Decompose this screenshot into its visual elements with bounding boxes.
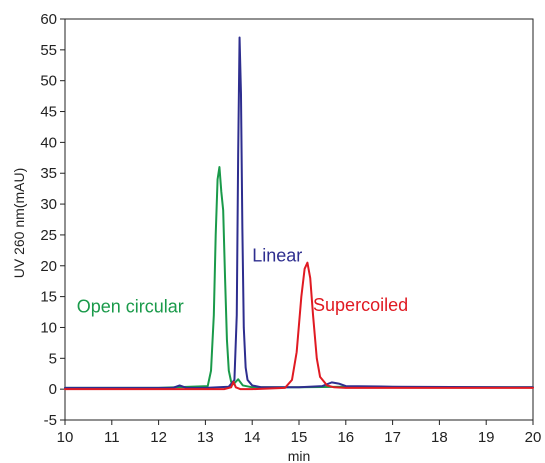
y-tick-label: 10 [40,319,57,336]
plot-frame [64,18,534,421]
x-tick-label: 11 [104,429,120,446]
y-tick-label: 5 [49,350,57,367]
plot-area [64,18,534,421]
y-tick-label: 40 [40,134,57,151]
y-axis-ticks: -5 0 5 10 15 20 25 30 35 40 45 50 55 60 [40,11,65,429]
x-axis-title: min [288,448,311,463]
x-tick-label: 14 [244,429,261,446]
y-tick-label: 35 [40,165,57,182]
x-tick-label: 16 [337,429,354,446]
series-line-open-circular [64,166,534,389]
y-tick-label: 0 [49,381,57,398]
x-tick-label: 17 [384,429,401,446]
y-tick-label: 20 [40,258,57,275]
x-tick-label: 15 [291,429,308,446]
x-tick-label: 13 [197,429,214,446]
y-tick-label: 60 [40,11,57,28]
x-tick-label: 18 [431,429,448,446]
y-axis-title: UV 260 nm(mAU) [11,168,27,278]
y-tick-label: 45 [40,104,57,121]
y-tick-label: 25 [40,227,57,244]
series-layer [64,36,534,391]
y-tick-label: 30 [40,196,57,213]
y-tick-label: 55 [40,42,57,59]
y-tick-label: 15 [40,289,57,306]
series-line-linear [64,36,534,389]
annotations-layer: Open circular Linear Supercoiled [77,245,408,316]
y-tick-label: 50 [40,73,57,90]
series-label-open-circular: Open circular [77,297,184,317]
x-tick-label: 12 [150,429,167,446]
x-tick-label: 19 [478,429,495,446]
x-axis-ticks: 10 11 12 13 14 15 16 17 18 19 20 [57,420,542,446]
series-label-supercoiled: Supercoiled [313,295,408,315]
series-line-supercoiled [64,261,534,391]
x-tick-label: 20 [525,429,542,446]
y-tick-label: -5 [44,412,57,429]
series-label-linear: Linear [252,245,302,265]
x-tick-label: 10 [57,429,74,446]
